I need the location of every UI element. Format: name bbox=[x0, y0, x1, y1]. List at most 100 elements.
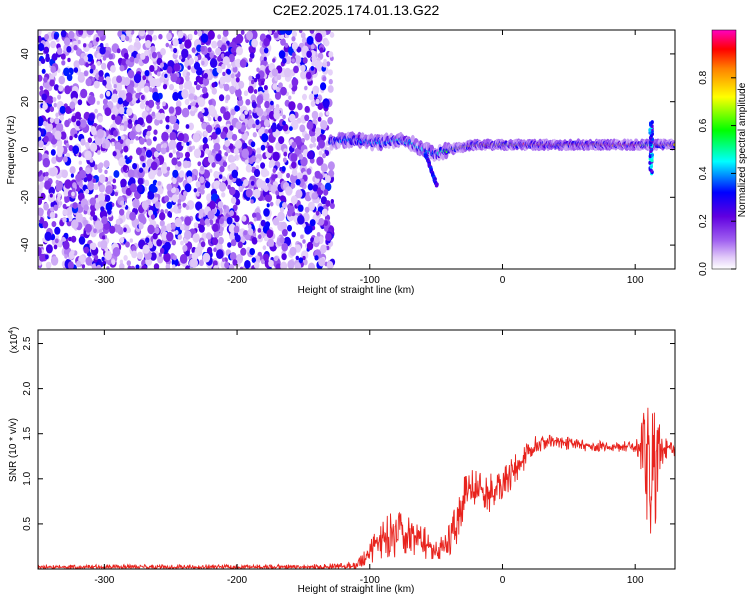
noise-speckle bbox=[221, 192, 226, 198]
noise-speckle bbox=[209, 52, 214, 59]
noise-speckle bbox=[42, 146, 47, 151]
noise-speckle bbox=[291, 161, 297, 169]
noise-speckle bbox=[186, 176, 193, 184]
noise-speckle bbox=[40, 192, 46, 200]
noise-speckle bbox=[85, 256, 93, 266]
noise-speckle bbox=[223, 83, 230, 92]
noise-speckle bbox=[179, 224, 185, 231]
noise-speckle bbox=[70, 173, 74, 178]
noise-speckle bbox=[268, 259, 274, 268]
noise-speckle bbox=[285, 186, 293, 196]
noise-speckle bbox=[169, 44, 173, 49]
noise-speckle bbox=[228, 54, 235, 63]
noise-speckle bbox=[92, 215, 98, 222]
noise-speckle bbox=[38, 197, 43, 206]
snr-frame bbox=[37, 329, 676, 570]
noise-speckle bbox=[187, 65, 191, 70]
noise-speckle bbox=[282, 114, 286, 120]
noise-speckle bbox=[88, 95, 96, 105]
noise-speckle bbox=[150, 161, 158, 171]
noise-speckle bbox=[232, 66, 238, 73]
noise-speckle bbox=[111, 141, 115, 147]
noise-speckle bbox=[71, 115, 77, 123]
noise-speckle bbox=[53, 102, 58, 108]
noise-speckle bbox=[72, 202, 78, 209]
noise-speckle bbox=[123, 77, 131, 86]
noise-speckle bbox=[50, 255, 59, 266]
noise-speckle bbox=[311, 55, 317, 63]
noise-speckle bbox=[213, 230, 220, 239]
noise-speckle bbox=[164, 209, 169, 214]
noise-speckle bbox=[157, 181, 162, 186]
noise-speckle bbox=[220, 131, 227, 140]
noise-speckle bbox=[105, 202, 113, 212]
noise-speckle bbox=[280, 38, 286, 46]
noise-speckle bbox=[121, 58, 127, 66]
noise-speckle bbox=[222, 204, 227, 210]
colorbar-ticks: 0.0 0.2 0.4 0.6 0.8 bbox=[698, 70, 736, 276]
noise-speckle bbox=[168, 152, 173, 158]
noise-speckle bbox=[104, 107, 112, 117]
noise-speckle bbox=[215, 47, 222, 56]
noise-speckle bbox=[220, 106, 226, 114]
noise-speckle bbox=[306, 50, 312, 58]
noise-speckle bbox=[222, 176, 227, 182]
noise-speckle bbox=[76, 120, 81, 127]
noise-speckle bbox=[155, 112, 162, 121]
noise-speckle bbox=[122, 164, 128, 172]
snr-y-ticks: 0.5 1.0 1.5 2.0 2.5 bbox=[22, 336, 675, 531]
spectrogram-y-tick-label: 40 bbox=[20, 48, 31, 60]
noise-speckle bbox=[91, 77, 95, 82]
noise-speckle bbox=[38, 130, 41, 138]
noise-speckle bbox=[292, 30, 297, 38]
noise-speckle bbox=[78, 30, 84, 36]
noise-speckle bbox=[283, 151, 288, 157]
noise-speckle bbox=[308, 262, 315, 269]
noise-speckle bbox=[106, 266, 110, 269]
noise-speckle bbox=[138, 30, 146, 37]
noise-speckle bbox=[50, 206, 55, 212]
noise-speckle bbox=[80, 138, 86, 146]
noise-speckle bbox=[295, 189, 303, 199]
noise-speckle bbox=[221, 63, 226, 70]
noise-speckle bbox=[322, 76, 327, 82]
noise-speckle bbox=[135, 147, 142, 156]
noise-speckle bbox=[251, 257, 256, 263]
noise-speckle bbox=[288, 83, 293, 89]
noise-speckle bbox=[41, 93, 47, 101]
noise-speckle bbox=[96, 264, 102, 269]
noise-speckle bbox=[307, 183, 314, 191]
noise-speckle bbox=[240, 30, 245, 35]
noise-speckle bbox=[117, 97, 124, 105]
noise-speckle bbox=[224, 139, 231, 147]
noise-speckle bbox=[193, 30, 198, 35]
spectrogram-y-label: Frequency (Hz) bbox=[6, 116, 17, 185]
noise-speckle bbox=[145, 114, 153, 124]
noise-speckle bbox=[59, 105, 66, 114]
noise-speckle bbox=[174, 230, 179, 235]
noise-speckle bbox=[84, 223, 92, 233]
noise-speckle bbox=[281, 242, 289, 252]
noise-speckle bbox=[173, 47, 178, 54]
noise-speckle bbox=[119, 65, 125, 72]
noise-speckle bbox=[244, 260, 251, 269]
noise-speckle bbox=[241, 148, 249, 159]
noise-speckle bbox=[76, 260, 81, 268]
noise-speckle bbox=[188, 57, 194, 65]
noise-speckle bbox=[231, 78, 236, 84]
noise-speckle bbox=[87, 137, 93, 143]
noise-speckle bbox=[243, 230, 248, 236]
noise-speckle bbox=[73, 67, 79, 73]
noise-speckle bbox=[96, 100, 100, 105]
noise-speckle bbox=[263, 253, 269, 262]
noise-speckle bbox=[152, 232, 158, 240]
snr-marks bbox=[38, 407, 675, 569]
noise-speckle bbox=[328, 51, 334, 58]
noise-speckle bbox=[93, 80, 100, 89]
noise-speckle bbox=[152, 136, 157, 142]
noise-speckle bbox=[45, 261, 52, 269]
noise-speckle bbox=[290, 120, 299, 130]
noise-speckle bbox=[272, 217, 280, 226]
noise-speckle bbox=[86, 30, 94, 36]
noise-speckle bbox=[80, 183, 84, 188]
